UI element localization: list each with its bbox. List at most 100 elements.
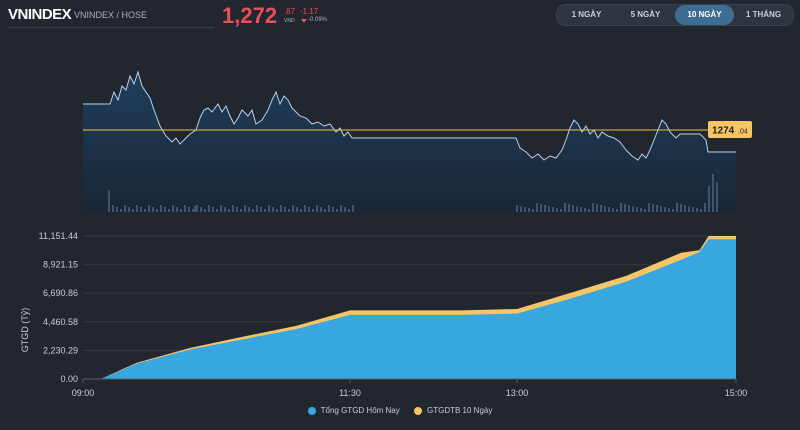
- volume-bar: [244, 205, 246, 212]
- y-tick-label: 4,460.58: [43, 317, 78, 327]
- reference-label-int: 1274: [712, 126, 735, 137]
- range-1-month-button[interactable]: 1 THÁNG: [745, 10, 782, 19]
- volume-bar: [316, 205, 318, 212]
- volume-bar: [196, 205, 198, 212]
- x-tick-label: 09:00: [72, 388, 95, 398]
- volume-bar: [148, 205, 150, 212]
- header: VNINDEX VNINDEX / HOSE 1,272 .87 VND -1.…: [0, 0, 800, 30]
- volume-bar: [340, 205, 342, 212]
- legend-dot-today: [307, 406, 316, 415]
- volume-bar: [232, 205, 234, 212]
- volume-bar: [572, 205, 574, 212]
- volume-bar: [152, 207, 154, 212]
- range-1-day-button[interactable]: 1 NGÀY: [571, 10, 602, 19]
- volume-bar: [516, 205, 518, 212]
- volume-bar: [552, 207, 554, 212]
- volume-bar: [132, 209, 134, 212]
- y-axis-label: GTGD (Tỷ): [20, 308, 30, 353]
- y-tick-label: 6,690.86: [43, 288, 78, 298]
- volume-bar: [700, 209, 702, 212]
- volume-bar: [180, 209, 182, 212]
- volume-bar: [640, 208, 642, 212]
- volume-bar: [160, 205, 162, 212]
- volume-bar: [184, 205, 186, 212]
- volume-bar: [664, 207, 666, 212]
- volume-bar: [216, 209, 218, 212]
- volume-bar: [648, 203, 650, 212]
- volume-bar: [164, 207, 166, 212]
- volume-bar: [544, 205, 546, 212]
- legend-item-average[interactable]: GTGDTB 10 Ngày: [414, 406, 492, 415]
- volume-bar: [540, 204, 542, 212]
- volume-bar: [320, 207, 322, 212]
- volume-bars: [108, 174, 718, 212]
- volume-bar: [264, 209, 266, 212]
- volume-bar: [304, 205, 306, 212]
- volume-bar: [272, 207, 274, 212]
- volume-bar: [312, 209, 314, 212]
- volume-bar: [524, 207, 526, 212]
- volume-bar: [568, 204, 570, 212]
- volume-bar: [136, 205, 138, 212]
- legend-label-today: Tổng GTGD Hôm Nay: [320, 406, 400, 415]
- volume-bar: [224, 207, 226, 212]
- volume-bar: [192, 209, 194, 212]
- volume-bar: [252, 209, 254, 212]
- exchange-label: VNINDEX / HOSE: [74, 10, 148, 20]
- volume-bar: [208, 205, 210, 212]
- volume-bar: [292, 205, 294, 212]
- range-10-day-button[interactable]: 10 NGÀY: [675, 5, 734, 25]
- volume-bar: [672, 209, 674, 212]
- volume-bar: [188, 207, 190, 212]
- x-tick-label: 15:00: [725, 388, 748, 398]
- reference-label-dec: .04: [738, 129, 748, 136]
- volume-bar: [256, 205, 258, 212]
- volume-bar: [120, 209, 122, 212]
- volume-bar: [228, 209, 230, 212]
- volume-bar: [712, 174, 714, 212]
- volume-bar: [600, 205, 602, 212]
- volume-bar: [628, 205, 630, 212]
- volume-bar: [124, 205, 126, 212]
- volume-bar: [660, 206, 662, 212]
- volume-bar: [716, 182, 718, 212]
- volume-bar: [204, 209, 206, 212]
- volume-bar: [696, 208, 698, 212]
- volume-bar: [324, 209, 326, 212]
- volume-bar: [280, 205, 282, 212]
- volume-bar: [344, 207, 346, 212]
- volume-bar: [644, 209, 646, 212]
- volume-bar: [128, 207, 130, 212]
- volume-bar: [248, 207, 250, 212]
- price-decimal: .87: [284, 7, 296, 16]
- price-area: [83, 72, 736, 212]
- volume-bar: [548, 206, 550, 212]
- volume-bar: [536, 203, 538, 212]
- y-tick-label: 0.00: [60, 374, 78, 384]
- header-divider: [8, 27, 214, 28]
- range-5-day-button[interactable]: 5 NGÀY: [630, 10, 661, 19]
- volume-bar: [596, 204, 598, 212]
- volume-bar: [200, 207, 202, 212]
- volume-bar: [532, 209, 534, 212]
- volume-bar: [194, 206, 196, 212]
- down-arrow-icon: [301, 19, 307, 23]
- volume-bar: [564, 203, 566, 212]
- legend-item-today[interactable]: Tổng GTGD Hôm Nay: [307, 406, 400, 415]
- volume-bar: [624, 204, 626, 212]
- price-change: -1.17: [300, 7, 319, 16]
- y-tick-label: 2,230.29: [43, 345, 78, 355]
- volume-bar: [680, 204, 682, 212]
- volume-bar: [140, 207, 142, 212]
- volume-bar: [520, 206, 522, 212]
- volume-bar: [168, 209, 170, 212]
- volume-bar: [580, 207, 582, 212]
- volume-bar: [608, 207, 610, 212]
- volume-bar: [212, 207, 214, 212]
- legend: Tổng GTGD Hôm Nay GTGDTB 10 Ngày: [0, 406, 800, 417]
- volume-bar: [352, 205, 354, 212]
- volume-bar: [176, 207, 178, 212]
- y-tick-label: 8,921.15: [43, 260, 78, 270]
- volume-bar: [616, 209, 618, 212]
